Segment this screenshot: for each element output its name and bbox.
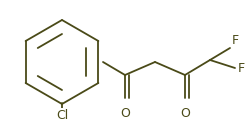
- Text: F: F: [237, 62, 244, 74]
- Text: F: F: [231, 34, 238, 46]
- Text: O: O: [120, 107, 130, 120]
- Text: O: O: [179, 107, 189, 120]
- Text: Cl: Cl: [56, 109, 68, 122]
